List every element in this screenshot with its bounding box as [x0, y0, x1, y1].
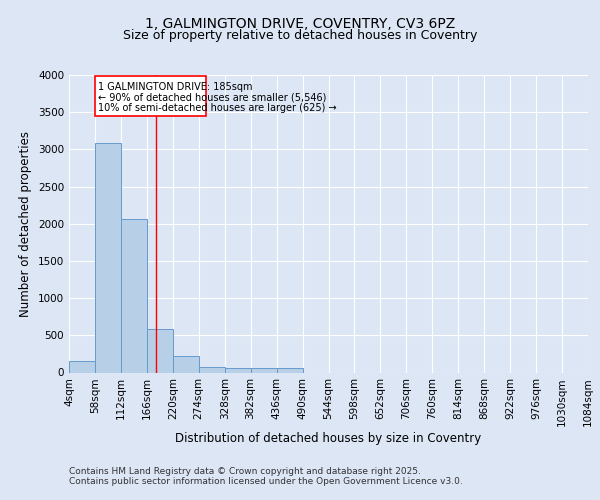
Bar	[225, 368, 251, 372]
Bar	[199, 367, 224, 372]
Bar	[277, 368, 302, 372]
Y-axis label: Number of detached properties: Number of detached properties	[19, 130, 32, 317]
Bar	[95, 144, 121, 372]
Text: 1 GALMINGTON DRIVE: 185sqm: 1 GALMINGTON DRIVE: 185sqm	[98, 82, 253, 92]
Text: Contains HM Land Registry data © Crown copyright and database right 2025.: Contains HM Land Registry data © Crown c…	[69, 467, 421, 476]
Text: ← 90% of detached houses are smaller (5,546): ← 90% of detached houses are smaller (5,…	[98, 92, 326, 102]
Bar	[147, 330, 173, 372]
Bar	[251, 368, 277, 372]
Text: Size of property relative to detached houses in Coventry: Size of property relative to detached ho…	[123, 29, 477, 42]
Bar	[121, 220, 147, 372]
Bar	[69, 362, 95, 372]
Text: 10% of semi-detached houses are larger (625) →: 10% of semi-detached houses are larger (…	[98, 104, 337, 114]
FancyBboxPatch shape	[95, 76, 206, 116]
Text: Contains public sector information licensed under the Open Government Licence v3: Contains public sector information licen…	[69, 477, 463, 486]
X-axis label: Distribution of detached houses by size in Coventry: Distribution of detached houses by size …	[175, 432, 482, 444]
Text: 1, GALMINGTON DRIVE, COVENTRY, CV3 6PZ: 1, GALMINGTON DRIVE, COVENTRY, CV3 6PZ	[145, 18, 455, 32]
Bar	[173, 356, 199, 372]
